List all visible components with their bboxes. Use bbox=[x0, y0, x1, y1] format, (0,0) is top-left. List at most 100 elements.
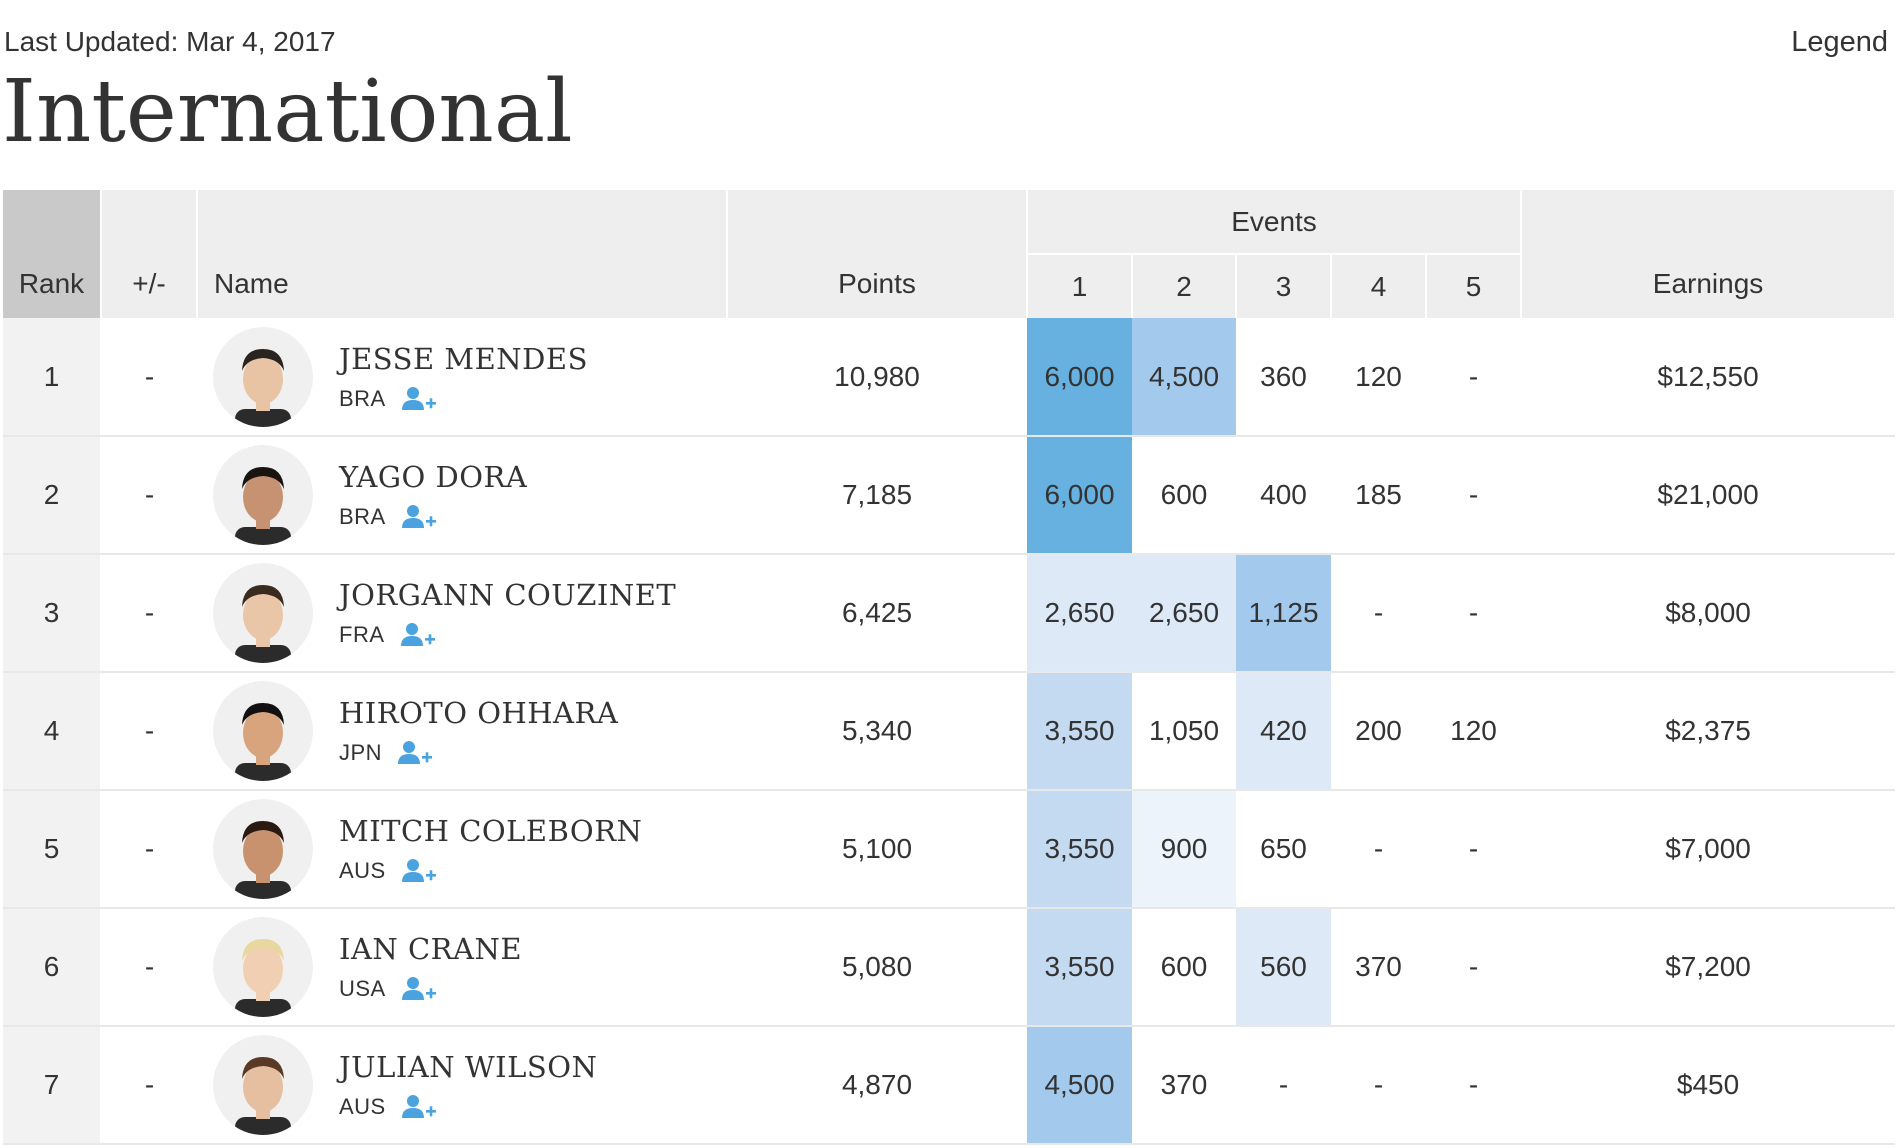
event-1-column-header[interactable]: 1 bbox=[1027, 254, 1133, 318]
rankings-table-body: 1- JESSE MENDES BRA 10,980 6,000 4,500 360 120-… bbox=[3, 318, 1896, 1145]
event-1-points-cell: 2,650 bbox=[1027, 554, 1132, 673]
points-cell: 5,340 bbox=[727, 672, 1027, 791]
event-2-points-cell: 2,650 bbox=[1132, 554, 1236, 673]
add-user-icon[interactable] bbox=[401, 858, 436, 884]
surfer-name-link[interactable]: IAN CRANE bbox=[339, 932, 523, 966]
surfer-avatar[interactable] bbox=[213, 917, 313, 1017]
surfer-avatar[interactable] bbox=[213, 681, 313, 781]
event-3-points-cell: 420 bbox=[1236, 672, 1331, 791]
surfer-avatar[interactable] bbox=[213, 799, 313, 899]
surfer-avatar[interactable] bbox=[213, 563, 313, 663]
earnings-cell: $2,375 bbox=[1521, 672, 1896, 791]
surfer-name-link[interactable]: JESSE MENDES bbox=[339, 341, 588, 376]
event-4-points-cell: - bbox=[1331, 1026, 1426, 1145]
table-row[interactable]: 6- IAN CRANE USA 5,080 3,550 600 560 370- $7,200 bbox=[3, 908, 1896, 1027]
surfer-avatar[interactable] bbox=[213, 1035, 313, 1135]
points-cell: 7,185 bbox=[727, 436, 1027, 555]
last-updated-text: Last Updated: Mar 4, 2017 bbox=[4, 26, 336, 57]
earnings-cell: $12,550 bbox=[1521, 318, 1896, 437]
table-row[interactable]: 7- JULIAN WILSON AUS 4,870 4,500 370- - - $450 bbox=[3, 1026, 1896, 1145]
surfer-cell: YAGO DORA BRA bbox=[197, 436, 727, 555]
event-4-column-header[interactable]: 4 bbox=[1331, 254, 1427, 318]
points-cell: 10,980 bbox=[727, 318, 1027, 437]
event-1-points-cell: 3,550 bbox=[1027, 672, 1132, 791]
surfer-name-link[interactable]: HIROTO OHHARA bbox=[339, 696, 619, 730]
event-5-points-cell: - bbox=[1426, 436, 1522, 555]
rank-cell: 6 bbox=[3, 908, 102, 1027]
events-column-group-header: Events bbox=[1027, 190, 1523, 255]
surfer-cell: JESSE MENDES BRA bbox=[197, 318, 727, 437]
event-2-points-cell: 600 bbox=[1132, 908, 1236, 1027]
surfer-country: AUS bbox=[339, 858, 386, 883]
add-user-icon[interactable] bbox=[398, 740, 433, 766]
surfer-name-link[interactable]: JULIAN WILSON bbox=[339, 1050, 598, 1084]
rank-cell: 7 bbox=[3, 1026, 102, 1145]
event-5-points-cell: - bbox=[1426, 908, 1522, 1027]
event-2-points-cell: 900 bbox=[1132, 790, 1236, 909]
rank-column-header[interactable]: Rank bbox=[3, 190, 102, 318]
page-title: International bbox=[2, 62, 573, 162]
surfer-avatar[interactable] bbox=[213, 445, 313, 545]
surfer-country: BRA bbox=[339, 504, 386, 529]
table-row[interactable]: 3- JORGANN COUZINET FRA 6,425 2,650 2,650 1,12… bbox=[3, 554, 1896, 673]
event-5-points-cell: - bbox=[1426, 1026, 1522, 1145]
points-column-header[interactable]: Points bbox=[727, 190, 1028, 318]
surfer-name-link[interactable]: MITCH COLEBORN bbox=[339, 814, 643, 848]
event-1-points-cell: 6,000 bbox=[1027, 436, 1132, 555]
rank-cell: 2 bbox=[3, 436, 102, 555]
surfer-country: AUS bbox=[339, 1094, 386, 1119]
event-2-points-cell: 4,500 bbox=[1132, 318, 1236, 437]
add-user-icon[interactable] bbox=[401, 1094, 436, 1120]
earnings-cell: $450 bbox=[1521, 1026, 1896, 1145]
legend-link[interactable]: Legend bbox=[1791, 26, 1888, 58]
add-user-icon[interactable] bbox=[401, 976, 436, 1002]
points-cell: 5,100 bbox=[727, 790, 1027, 909]
surfer-country: USA bbox=[339, 976, 386, 1001]
points-cell: 6,425 bbox=[727, 554, 1027, 673]
surfer-cell: IAN CRANE USA bbox=[197, 908, 727, 1027]
surfer-cell: JULIAN WILSON AUS bbox=[197, 1026, 727, 1145]
points-cell: 5,080 bbox=[727, 908, 1027, 1027]
rank-change-cell: - bbox=[101, 318, 197, 437]
event-4-points-cell: - bbox=[1331, 790, 1426, 909]
surfer-avatar[interactable] bbox=[213, 326, 313, 427]
rank-change-cell: - bbox=[101, 672, 197, 791]
add-user-icon[interactable] bbox=[401, 386, 436, 412]
event-2-points-cell: 370 bbox=[1132, 1026, 1236, 1145]
event-5-points-cell: - bbox=[1426, 318, 1522, 437]
event-4-points-cell: 120 bbox=[1331, 318, 1426, 437]
top-bar: Last Updated: Mar 4, 2017 Legend bbox=[0, 0, 1898, 70]
surfer-cell: JORGANN COUZINET FRA bbox=[197, 554, 727, 673]
event-3-points-cell: 400 bbox=[1236, 436, 1331, 555]
name-column-header[interactable]: Name bbox=[197, 190, 728, 318]
rank-change-cell: - bbox=[101, 436, 197, 555]
surfer-name-link[interactable]: JORGANN COUZINET bbox=[339, 578, 677, 612]
event-1-points-cell: 6,000 bbox=[1027, 318, 1132, 437]
rank-change-cell: - bbox=[101, 790, 197, 909]
event-1-points-cell: 3,550 bbox=[1027, 790, 1132, 909]
event-1-points-cell: 3,550 bbox=[1027, 908, 1132, 1027]
table-row[interactable]: 4- HIROTO OHHARA JPN 5,340 3,550 1,050 420 200 1… bbox=[3, 672, 1896, 791]
event-3-points-cell: 360 bbox=[1236, 318, 1331, 437]
event-2-column-header[interactable]: 2 bbox=[1132, 254, 1237, 318]
surfer-name-link[interactable]: YAGO DORA bbox=[339, 460, 528, 494]
surfer-cell: MITCH COLEBORN AUS bbox=[197, 790, 727, 909]
surfer-country: JPN bbox=[339, 740, 383, 765]
rank-cell: 4 bbox=[3, 672, 102, 791]
table-row[interactable]: 2- YAGO DORA BRA 7,185 6,000 600 400 185- $21,00… bbox=[3, 436, 1896, 555]
points-cell: 4,870 bbox=[727, 1026, 1027, 1145]
event-3-points-cell: 1,125 bbox=[1236, 554, 1331, 673]
event-3-column-header[interactable]: 3 bbox=[1236, 254, 1332, 318]
earnings-cell: $7,000 bbox=[1521, 790, 1896, 909]
table-row[interactable]: 5- MITCH COLEBORN AUS 5,100 3,550 900 650- - $7,… bbox=[3, 790, 1896, 909]
rank-change-cell: - bbox=[101, 908, 197, 1027]
table-row[interactable]: 1- JESSE MENDES BRA 10,980 6,000 4,500 360 120-… bbox=[3, 318, 1896, 437]
rank-cell: 5 bbox=[3, 790, 102, 909]
event-4-points-cell: 370 bbox=[1331, 908, 1426, 1027]
add-user-icon[interactable] bbox=[400, 622, 435, 648]
add-user-icon[interactable] bbox=[401, 504, 436, 530]
change-column-header[interactable]: +/- bbox=[101, 190, 198, 318]
event-5-column-header[interactable]: 5 bbox=[1426, 254, 1523, 318]
earnings-cell: $21,000 bbox=[1521, 436, 1896, 555]
earnings-column-header[interactable]: Earnings bbox=[1521, 190, 1897, 318]
